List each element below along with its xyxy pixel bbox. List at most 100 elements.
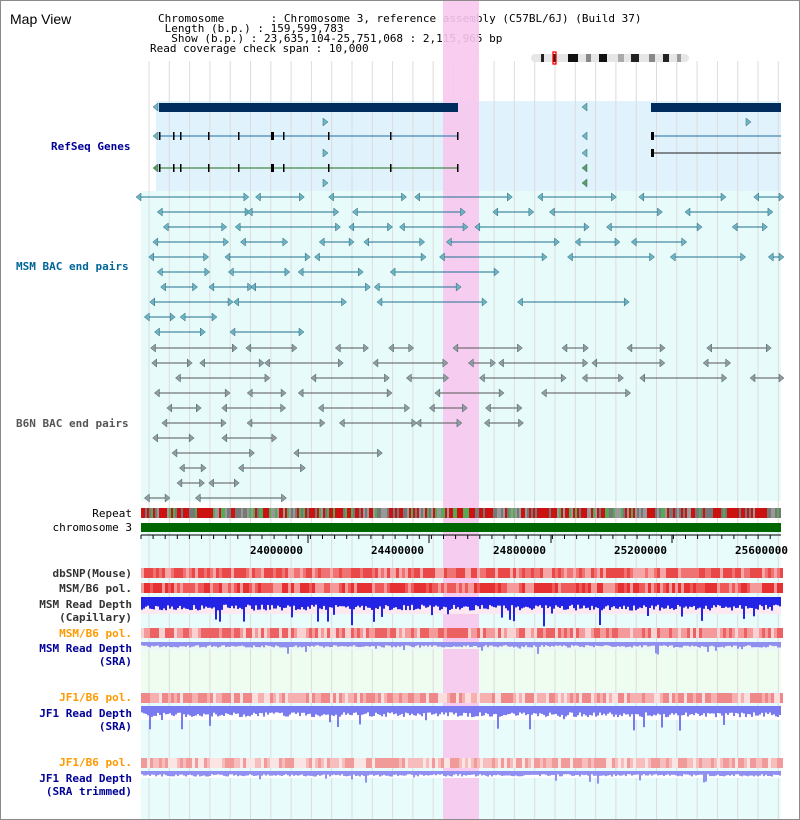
msm-b6-pol2-heat-cell [204, 628, 207, 638]
jf1-b6-pol-heat-cell [699, 693, 702, 703]
jf1-sra-depth-bar [709, 706, 711, 714]
dbsnp-heat-cell [732, 568, 735, 578]
msm-b6-pol2-heat-cell [489, 628, 492, 638]
msm-b6-pol2-heat-cell [765, 628, 768, 638]
jf1-trimmed-depth-bar [587, 771, 589, 776]
msm-b6-pol2-heat-cell [300, 628, 303, 638]
dbsnp-heat-cell [339, 568, 342, 578]
dbsnp-heat-cell [276, 568, 279, 578]
b6n-bac-track-label[interactable]: B6N BAC end pairs [16, 417, 129, 430]
jf1-b6-pol-heat-cell [468, 693, 471, 703]
jf1-sra-depth-bar [763, 706, 765, 717]
jf1-b6-pol2-heat-cell [636, 758, 639, 768]
jf1-trimmed-depth-bar [661, 771, 663, 775]
jf1-b6-pol2-heat-cell [678, 758, 681, 768]
jf1-sra-depth-bar [143, 706, 145, 714]
jf1-trimmed-depth-bar [149, 771, 151, 776]
jf1-trimmed-depth-bar [511, 771, 513, 777]
jf1-sra-depth-bar [587, 706, 589, 718]
jf1-b6-pol2-heat-cell [720, 758, 723, 768]
dbsnp-heat-cell [633, 568, 636, 578]
repeat-segment [337, 508, 339, 518]
msm-sra-depth-bar [395, 642, 397, 648]
dbsnp-heat-cell [336, 568, 339, 578]
msm-sra-depth-bar [525, 642, 527, 646]
msm-b6-pol2-heat-cell [627, 628, 630, 638]
jf1-sra-depth-bar [173, 706, 175, 717]
jf1-trimmed-depth-bar [349, 771, 351, 776]
msm-b6-pol2-heat-cell [681, 628, 684, 638]
jf1-b6-pol2-heat-cell [729, 758, 732, 768]
msm-sra-depth-bar [401, 642, 403, 646]
repeat-segment [543, 508, 545, 518]
jf1-sra-depth-bar [693, 706, 695, 716]
msm-bac-pair-end [298, 327, 305, 337]
msm-capillary-depth-bar [273, 597, 275, 609]
jf1-b6-pol2-heat-cell [237, 758, 240, 768]
dbsnp-heat-cell [636, 568, 639, 578]
msm-capillary-depth-bar [193, 597, 195, 606]
jf1-trimmed-depth-bar [215, 771, 217, 775]
b6n-bac-pair-end [150, 343, 156, 353]
dbsnp-heat-cell [357, 568, 360, 578]
jf1-trimmed-depth-bar [777, 771, 779, 776]
repeat-segment [299, 508, 301, 518]
dbsnp-heat-cell [495, 568, 498, 578]
jf1-b6-pol2-heat-cell [456, 758, 459, 768]
msm-b6-pol-heat-cell [735, 583, 738, 593]
msm-capillary-depth-bar [285, 597, 287, 608]
jf1-b6-pol2-heat-cell [606, 758, 609, 768]
msm-b6-pol2-heat-cell [285, 628, 288, 638]
msm-sra-depth-bar [153, 642, 155, 647]
jf1-trimmed-depth-bar [677, 771, 679, 777]
repeat-segment [317, 508, 319, 518]
jf1-sra-depth-bar [419, 706, 421, 715]
repeat-segment [509, 508, 511, 518]
jf1-b6-pol-heat-cell [555, 693, 558, 703]
msm-capillary-depth-bar [567, 597, 569, 610]
repeat-segment [423, 508, 425, 518]
b6n-bac-pair-end [194, 493, 201, 503]
jf1-sra-depth-bar [253, 706, 255, 713]
b6n-bac-pair-end [517, 343, 523, 353]
msm-capillary-depth-bar [293, 597, 295, 606]
dbsnp-heat-cell [720, 568, 723, 578]
dbsnp-heat-cell [528, 568, 531, 578]
msm-capillary-depth-bar [423, 597, 425, 606]
jf1-trimmed-depth-bar [449, 771, 451, 777]
msm-bac-track-label[interactable]: MSM BAC end pairs [16, 260, 129, 273]
jf1-b6-pol2-heat-cell [141, 758, 144, 768]
jf1-sra-depth-bar [569, 706, 571, 713]
msm-sra-depth-bar [493, 642, 495, 647]
msm-b6-pol2-heat-cell [495, 628, 498, 638]
msm-b6-pol2-heat-cell [534, 628, 537, 638]
jf1-sra-depth-bar [163, 706, 165, 713]
jf1-b6-pol-heat-cell [612, 693, 615, 703]
jf1-b6-pol-heat-cell [180, 693, 183, 703]
repeat-segment [291, 508, 293, 518]
jf1-b6-pol-heat-cell [147, 693, 150, 703]
msm-capillary-depth-bar [155, 597, 157, 606]
msm-b6-pol2-heat-cell [459, 628, 462, 638]
msm-bac-pair-end [696, 222, 703, 232]
repeat-segment [735, 508, 737, 518]
jf1-b6-pol2-heat-cell [165, 758, 168, 768]
jf1-b6-pol-heat-cell [543, 693, 546, 703]
jf1-trimmed-depth-bar [523, 771, 525, 776]
jf1-trimmed-depth-bar [287, 771, 289, 776]
msm-sra-depth-bar [743, 642, 745, 647]
jf1-sra-depth-bar [705, 706, 707, 717]
jf1-trimmed-depth-bar [281, 771, 283, 777]
msm-sra-depth-bar [585, 642, 587, 646]
msm-sra-depth-bar [527, 642, 529, 648]
jf1-trimmed-depth-bar [283, 771, 285, 776]
msm-b6-pol2-heat-cell [660, 628, 663, 638]
repeat-segment [435, 508, 437, 518]
jf1-trimmed-depth-bar [549, 771, 551, 776]
jf1-b6-pol2-heat-cell [183, 758, 186, 768]
msm-capillary-depth-bar [247, 597, 249, 605]
jf1-trimmed-depth-bar [655, 771, 657, 775]
refseq-track-label[interactable]: RefSeq Genes [51, 140, 131, 153]
msm-b6-pol-heat-cell [324, 583, 327, 593]
msm-capillary-depth-bar [173, 597, 175, 610]
